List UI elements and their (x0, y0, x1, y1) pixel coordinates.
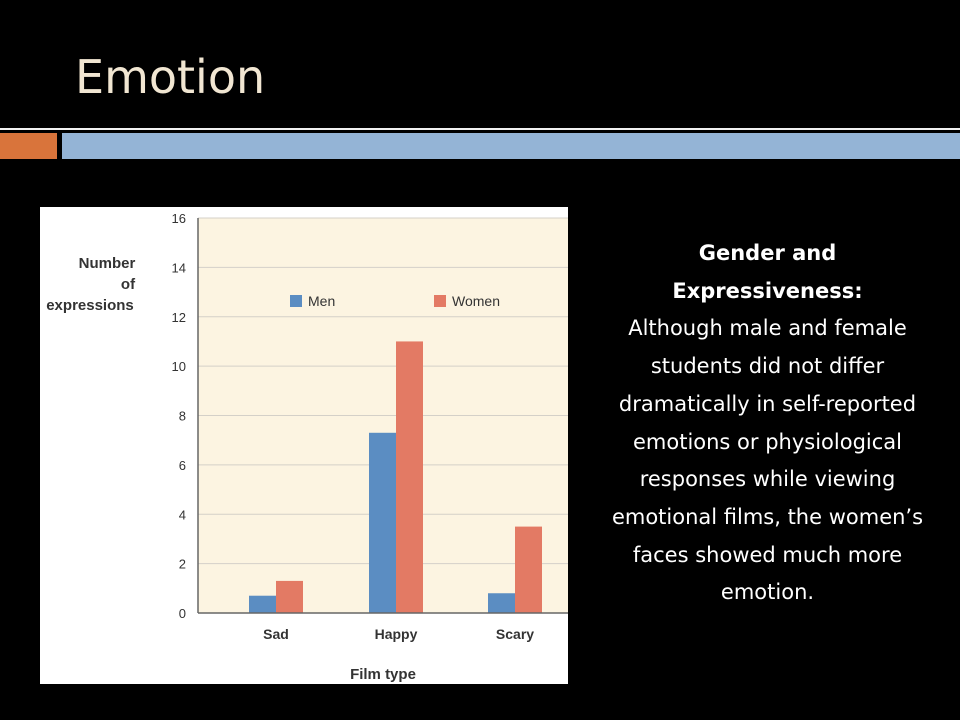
bar-women-sad (276, 580, 303, 613)
y-tick-label: 4 (179, 507, 186, 522)
description-panel: Gender and Expressiveness: Although male… (605, 235, 930, 612)
bar-men-scary (488, 593, 515, 613)
header-accent-orange (0, 133, 57, 159)
header-divider-line (0, 128, 960, 130)
legend-swatch-women (434, 295, 446, 307)
y-tick-label: 16 (172, 211, 186, 226)
x-tick-label: Happy (375, 626, 418, 642)
chart-panel: 0 2 4 6 8 10 12 14 16 Sad Happy Scary Men Women Num… (40, 207, 568, 684)
y-axis-label: expressions (46, 297, 134, 314)
y-tick-label: 10 (172, 359, 186, 374)
y-axis-label: of (121, 276, 136, 293)
slide-title: Emotion (75, 50, 266, 104)
bar-men-happy (369, 432, 396, 613)
y-tick-label: 12 (172, 310, 186, 325)
y-tick-label: 0 (179, 606, 186, 621)
description-heading: Gender and Expressiveness: (672, 241, 863, 303)
legend-label-men: Men (308, 293, 335, 309)
y-tick-label: 14 (172, 260, 186, 275)
bar-men-sad (249, 595, 276, 613)
y-tick-label: 6 (179, 458, 186, 473)
description-body: Although male and female students did no… (611, 316, 924, 605)
bar-chart: 0 2 4 6 8 10 12 14 16 Sad Happy Scary Men Women Num… (46, 211, 568, 683)
x-axis-label: Film type (350, 666, 416, 683)
bar-women-scary (515, 526, 542, 613)
y-axis-label: Number (79, 255, 136, 272)
legend-swatch-men (290, 295, 302, 307)
y-tick-label: 8 (179, 409, 186, 424)
bar-women-happy (396, 341, 423, 613)
y-tick-label: 2 (179, 557, 186, 572)
x-tick-label: Scary (496, 626, 534, 642)
header-accent-blue (62, 133, 960, 159)
legend-label-women: Women (452, 293, 500, 309)
x-tick-label: Sad (263, 626, 289, 642)
